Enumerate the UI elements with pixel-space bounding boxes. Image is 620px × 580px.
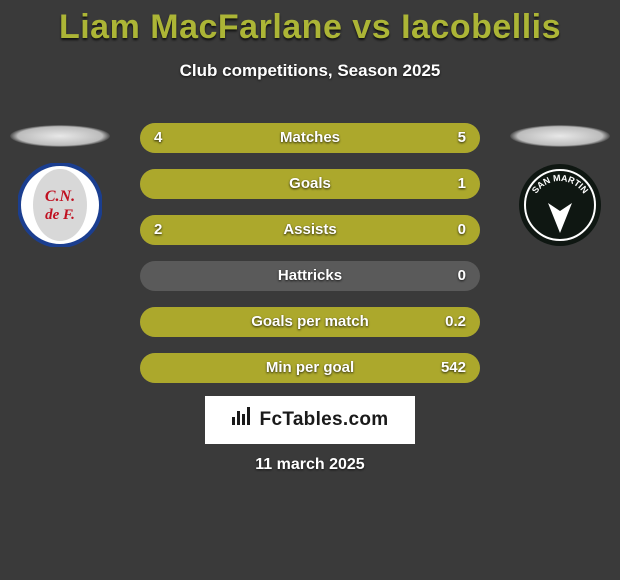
stats-list: 45Matches 1Goals 20Assists 0Hattricks 0.2Goa… bbox=[140, 123, 480, 399]
fctables-logo[interactable]: FcTables.com bbox=[205, 396, 415, 444]
stat-row: 1Goals bbox=[140, 169, 480, 199]
page-subtitle: Club competitions, Season 2025 bbox=[0, 61, 620, 81]
date-text: 11 march 2025 bbox=[0, 456, 620, 474]
stat-row: 0.2Goals per match bbox=[140, 307, 480, 337]
club-badge-right[interactable]: SAN MARTIN bbox=[518, 163, 602, 247]
svg-text:de F.: de F. bbox=[45, 207, 75, 223]
stat-row: 45Matches bbox=[140, 123, 480, 153]
stat-row: 20Assists bbox=[140, 215, 480, 245]
stat-label: Matches bbox=[140, 123, 480, 153]
page-title: Liam MacFarlane vs Iacobellis bbox=[0, 0, 620, 47]
shadow-ellipse-icon bbox=[10, 125, 110, 147]
stat-label: Min per goal bbox=[140, 353, 480, 383]
stat-row: 542Min per goal bbox=[140, 353, 480, 383]
stat-label: Goals bbox=[140, 169, 480, 199]
right-team-slot: SAN MARTIN bbox=[500, 125, 620, 247]
shadow-ellipse-icon bbox=[510, 125, 610, 147]
stat-row: 0Hattricks bbox=[140, 261, 480, 291]
stat-label: Goals per match bbox=[140, 307, 480, 337]
svg-text:C.N.: C.N. bbox=[45, 188, 75, 205]
stat-label: Assists bbox=[140, 215, 480, 245]
bar-chart-icon bbox=[232, 396, 254, 444]
footer-brand-text: FcTables.com bbox=[260, 409, 389, 430]
club-badge-left[interactable]: C.N. de F. bbox=[18, 163, 102, 247]
stat-label: Hattricks bbox=[140, 261, 480, 291]
left-team-slot: C.N. de F. bbox=[0, 125, 120, 247]
